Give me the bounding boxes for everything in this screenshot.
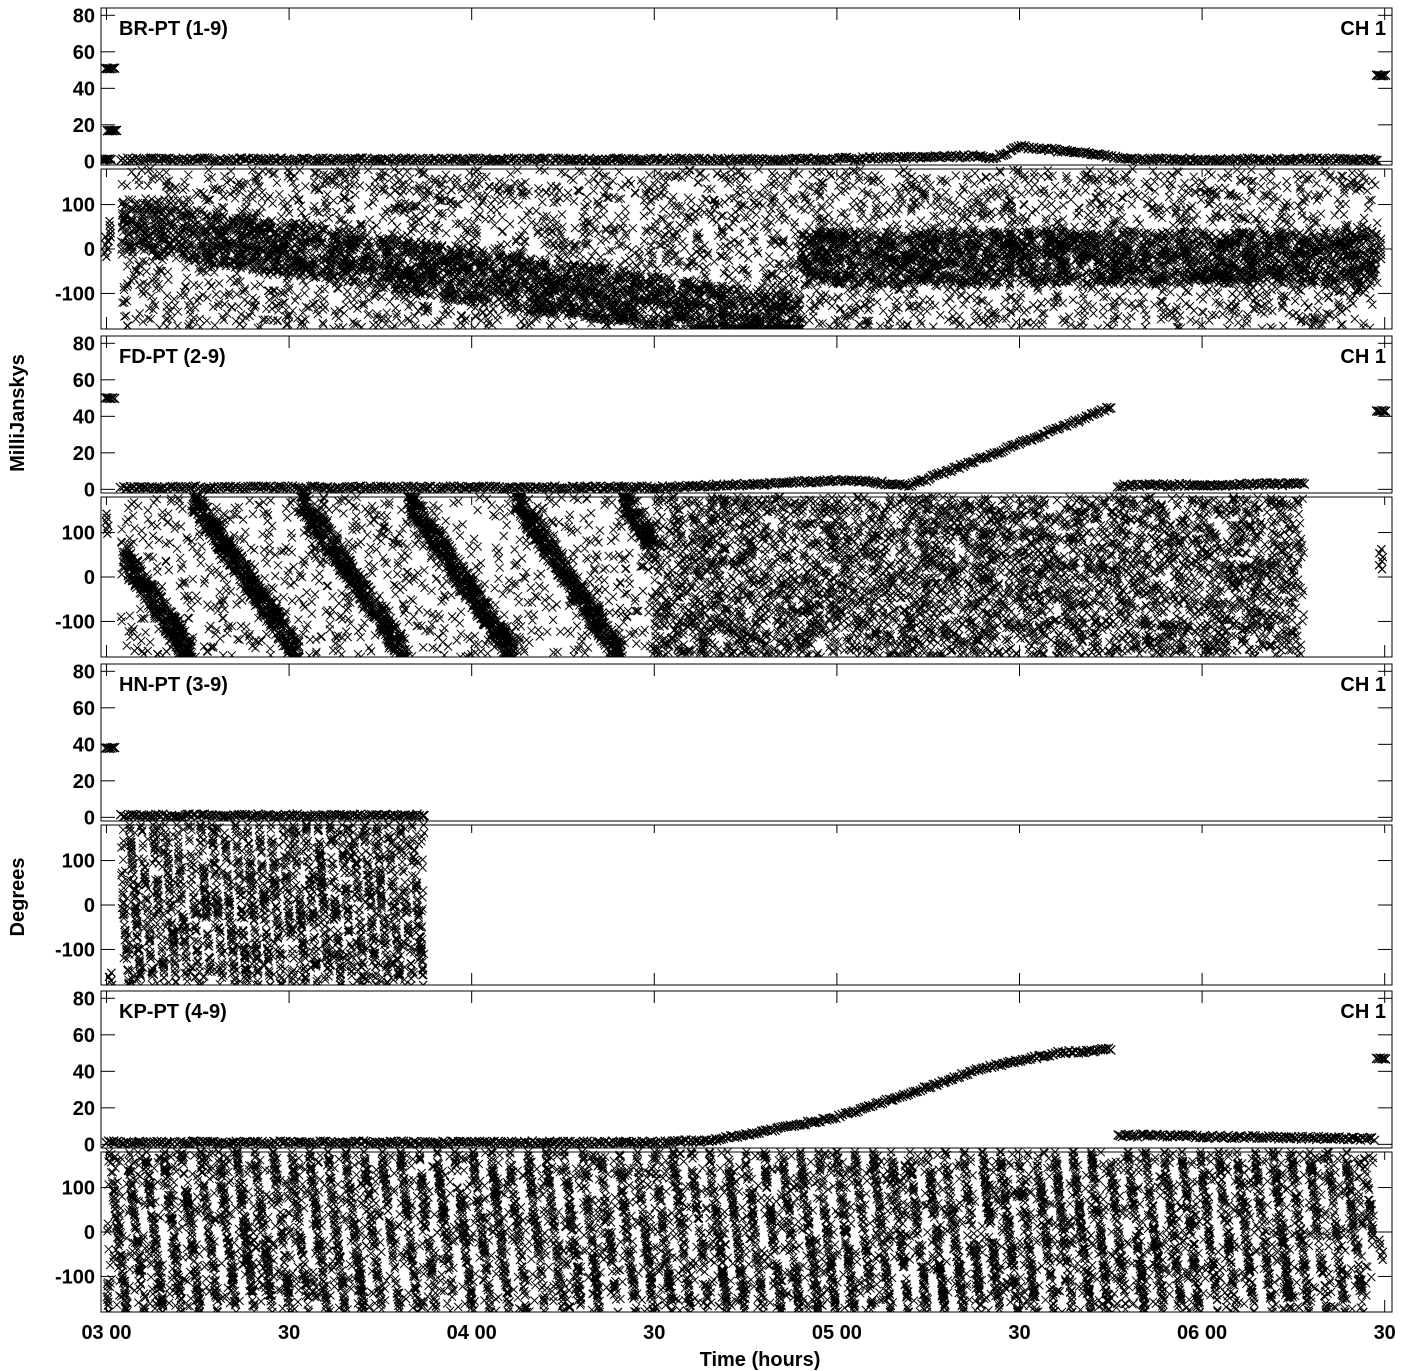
amplitude-tick-label: 60	[73, 370, 95, 392]
amplitude-tick-label: 80	[73, 333, 95, 355]
y-axis-label-amplitude: MilliJanskys	[7, 354, 29, 472]
amplitude-tick-label: 0	[84, 151, 95, 173]
amplitude-tick-label: 40	[73, 78, 95, 100]
amplitude-frame	[100, 663, 1393, 822]
phase-tick-label: 0	[84, 895, 95, 917]
phase-calibrator-point	[1374, 1235, 1388, 1265]
x-tick-label: 30	[1374, 1322, 1396, 1344]
panels: 0 20 40 60 80 -100 0 100 BR-PT (1-9) CH 1 0 20 40 60 8…	[55, 5, 1396, 1344]
panel-1: 0 20 40 60 80 -100 0 100 BR-PT (1-9) CH 1	[55, 5, 1393, 330]
amplitude-calibrator-point	[1371, 70, 1391, 81]
amplitude-tick-label: 20	[73, 443, 95, 465]
x-tick-label: 03 00	[81, 1322, 131, 1344]
channel-label: CH 1	[1340, 18, 1386, 40]
amplitude-tick-label: 80	[73, 5, 95, 27]
amplitude-calibrator-point	[102, 125, 122, 136]
phase-series	[116, 820, 429, 985]
amplitude-tick-label: 0	[84, 479, 95, 501]
amplitude-tick-label: 0	[84, 1134, 95, 1156]
panel-3: 0 20 40 60 80 -100 0 100 HN-PT (3-9) CH 1	[55, 661, 1393, 986]
phase-calibrator-point	[104, 216, 116, 246]
amplitude-tick-label: 80	[73, 988, 95, 1010]
amplitude-series	[116, 140, 1382, 166]
x-tick-label: 30	[278, 1322, 300, 1344]
amplitude-calibrator-point	[101, 742, 120, 754]
amplitude-tick-label: 20	[73, 115, 95, 137]
amplitude-tick-label: 20	[73, 1098, 95, 1120]
x-tick-label: 05 00	[812, 1322, 862, 1344]
amplitude-calibrator-point	[1371, 405, 1391, 417]
phase-calibrator-point	[104, 968, 117, 985]
amplitude-series	[101, 1043, 1116, 1149]
phase-series	[116, 164, 1382, 329]
amplitude-series	[115, 402, 1116, 494]
x-tick-label: 30	[643, 1322, 665, 1344]
amplitude-series	[1113, 1129, 1380, 1146]
x-tick-label: 06 00	[1177, 1322, 1227, 1344]
amplitude-tick-label: 0	[84, 807, 95, 829]
amplitude-calibrator-point	[1371, 1053, 1391, 1064]
x-tick-label: 30	[1008, 1322, 1030, 1344]
amplitude-tick-label: 40	[73, 406, 95, 428]
phase-calibrator-point	[101, 509, 113, 539]
panel-data	[101, 392, 1391, 657]
amplitude-tick-label: 60	[73, 42, 95, 64]
panel-data	[101, 63, 1391, 329]
baseline-label: BR-PT (1-9)	[119, 18, 228, 40]
x-axis-label: Time (hours)	[700, 1349, 821, 1371]
baseline-label: KP-PT (4-9)	[119, 1001, 227, 1023]
amplitude-tick-label: 60	[73, 698, 95, 720]
amplitude-series	[115, 809, 429, 822]
phase-calibrator-point	[1375, 234, 1386, 264]
phase-tick-label: -100	[55, 1266, 95, 1288]
phase-tick-label: 0	[84, 1222, 95, 1244]
phase-tick-label: 0	[84, 239, 95, 261]
panel-2: 0 20 40 60 80 -100 0 100 FD-PT (2-9) CH 1	[55, 333, 1393, 658]
x-tick-label: 04 00	[447, 1322, 497, 1344]
amplitude-tick-label: 40	[73, 734, 95, 756]
phase-series	[116, 492, 1309, 657]
phase-series	[102, 1147, 1378, 1312]
baseline-label: FD-PT (2-9)	[119, 346, 226, 368]
channel-label: CH 1	[1340, 674, 1386, 696]
amplitude-tick-label: 80	[73, 661, 95, 683]
phase-tick-label: 100	[62, 523, 95, 545]
phase-tick-label: 100	[62, 1178, 95, 1200]
panel-4: 0 20 40 60 80 -100 0 100 KP-PT (4-9) CH 1	[55, 988, 1393, 1313]
amplitude-frame	[100, 7, 1393, 166]
amplitude-frame	[100, 335, 1393, 494]
channel-label: CH 1	[1340, 1001, 1386, 1023]
amplitude-calibrator-point	[101, 154, 116, 165]
amplitude-frame	[100, 990, 1393, 1149]
y-axis-label-phase: Degrees	[7, 858, 29, 937]
panel-data	[101, 742, 429, 985]
amplitude-calibrator-point	[101, 392, 120, 404]
phase-tick-label: 100	[62, 851, 95, 873]
amplitude-tick-label: 60	[73, 1025, 95, 1047]
amplitude-tick-label: 20	[73, 771, 95, 793]
phase-tick-label: 100	[62, 195, 95, 217]
baseline-label: HN-PT (3-9)	[119, 674, 228, 696]
amplitude-series	[1112, 477, 1310, 493]
channel-label: CH 1	[1340, 346, 1386, 368]
amplitude-calibrator-point	[101, 63, 120, 74]
phase-tick-label: -100	[55, 611, 95, 633]
panel-data	[101, 1043, 1391, 1312]
phase-tick-label: -100	[55, 939, 95, 961]
phase-tick-label: 0	[84, 567, 95, 589]
phase-calibrator-point	[1374, 544, 1388, 574]
amplitude-tick-label: 40	[73, 1061, 95, 1083]
phase-tick-label: -100	[55, 283, 95, 305]
